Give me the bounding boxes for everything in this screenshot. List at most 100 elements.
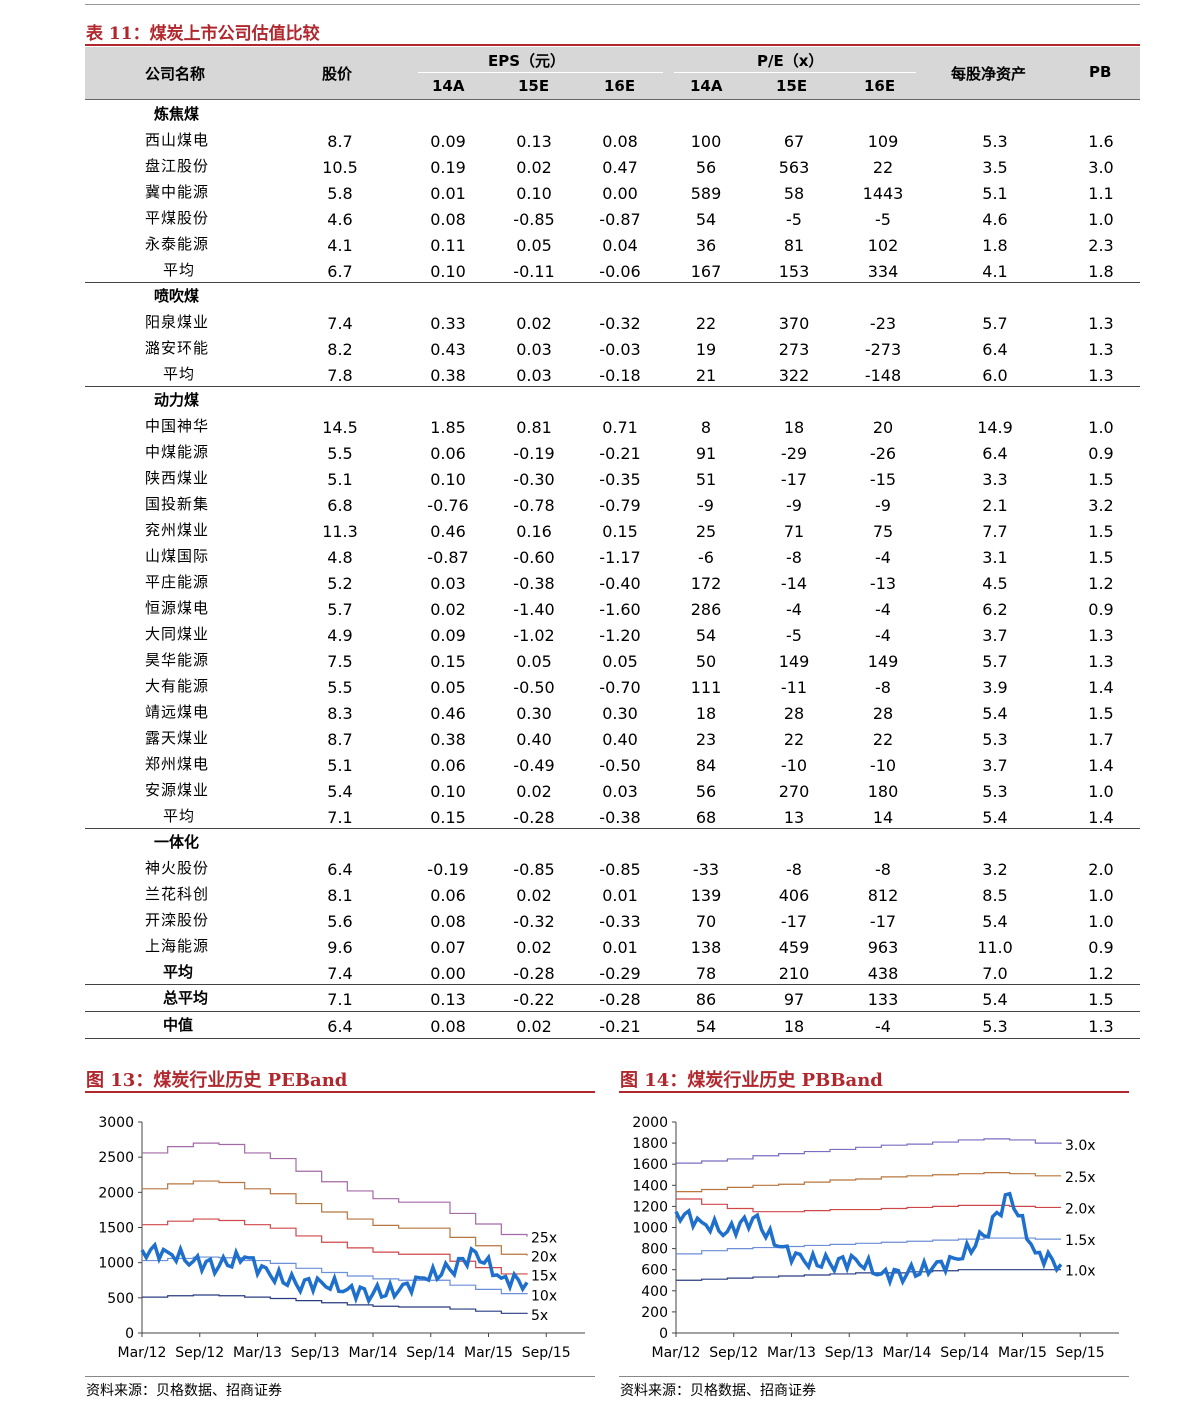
table-cell: 5.1: [327, 756, 353, 775]
table-cell: -0.19: [513, 444, 555, 463]
row-name: 开滦股份: [145, 911, 210, 929]
row-name: 陕西煤业: [145, 469, 210, 487]
table-cell: 25: [695, 522, 717, 541]
table-cell: 0.38: [430, 730, 466, 749]
table-cell: 100: [690, 132, 722, 151]
table-cell: -4: [875, 1017, 891, 1036]
table-cell: 5.4: [982, 990, 1008, 1009]
table-cell: 50: [695, 652, 717, 671]
fig13-source: 资料来源：贝格数据、招商证券: [86, 1383, 282, 1399]
group-label: 动力煤: [154, 391, 200, 409]
table-cell: 3.9: [982, 678, 1008, 697]
table-cell: 6.4: [982, 340, 1008, 359]
table-cell: -0.85: [513, 860, 555, 879]
row-name: 阳泉煤业: [145, 313, 210, 331]
table-cell: 0.02: [516, 938, 552, 957]
table-cell: 1.2: [1088, 964, 1114, 983]
table-cell: 18: [695, 704, 717, 723]
table-cell: -0.11: [513, 262, 555, 281]
band-line: [142, 1180, 528, 1256]
table-cell: -0.60: [513, 548, 555, 567]
table-cell: 5.7: [327, 600, 353, 619]
table-cell: 5.2: [327, 574, 353, 593]
group-label: 一体化: [154, 833, 200, 851]
table-cell: 0.10: [430, 262, 466, 281]
table-cell: -0.30: [513, 470, 555, 489]
x-tick-label: Sep/13: [825, 1345, 874, 1361]
x-tick-label: Mar/14: [883, 1345, 932, 1361]
table-cell: -0.79: [599, 496, 641, 515]
table-cell: 0.19: [430, 158, 466, 177]
table-cell: 4.1: [982, 262, 1008, 281]
table-cell: 7.0: [982, 964, 1008, 983]
table-cell: 6.4: [327, 860, 353, 879]
x-tick-label: Sep/12: [709, 1345, 758, 1361]
table-cell: 3.7: [982, 626, 1008, 645]
table-cell: -17: [780, 912, 808, 931]
table-cell: 5.3: [982, 1017, 1008, 1036]
table-cell: 149: [867, 652, 899, 671]
table-cell: 22: [783, 730, 805, 749]
table-cell: 3.1: [982, 548, 1008, 567]
band-line: [142, 1218, 528, 1275]
table-cell: 67: [783, 132, 805, 151]
table-cell: 0.15: [430, 808, 466, 827]
table-cell: 5.3: [982, 730, 1008, 749]
table-cell: 0.07: [430, 938, 466, 957]
table-cell: -0.85: [599, 860, 641, 879]
table-cell: 1.5: [1088, 522, 1114, 541]
band-label: 2.0x: [1065, 1201, 1096, 1217]
table-cell: -1.17: [599, 548, 641, 567]
table-cell: 0.05: [602, 652, 638, 671]
table-cell: 1.3: [1088, 340, 1114, 359]
table-cell: 1.5: [1088, 704, 1114, 723]
table-cell: -8: [875, 860, 891, 879]
table-cell: 81: [783, 236, 805, 255]
table-cell: 28: [783, 704, 805, 723]
table-cell: 109: [867, 132, 899, 151]
x-tick-label: Mar/15: [998, 1345, 1047, 1361]
row-name: 山煤国际: [145, 547, 210, 565]
table-cell: 14.5: [322, 418, 358, 437]
band-line: [676, 1237, 1061, 1255]
band-line: [142, 1256, 528, 1295]
table-cell: 36: [695, 236, 717, 255]
table-cell: 8.7: [327, 132, 353, 151]
table-cell: 1.3: [1088, 652, 1114, 671]
table-cell: 273: [778, 340, 810, 359]
table-cell: 8.2: [327, 340, 353, 359]
header-pb: PB: [1089, 63, 1112, 81]
eps-header-rule: [418, 72, 663, 73]
table-cell: 0.47: [602, 158, 638, 177]
table-cell: 7.1: [327, 808, 353, 827]
header-pe: P/E（x）: [757, 52, 824, 70]
table-cell: 102: [867, 236, 899, 255]
y-tick-label: 0: [659, 1326, 668, 1342]
table-cell: 589: [690, 184, 722, 203]
table-cell: 3.7: [982, 756, 1008, 775]
table-header-bottom-rule: [85, 99, 1140, 100]
header-pe-16e: 16E: [864, 77, 896, 95]
pe-header-rule: [674, 72, 916, 73]
table-cell: 406: [778, 886, 810, 905]
table-cell: 0.02: [516, 782, 552, 801]
y-tick-label: 2000: [632, 1115, 668, 1131]
fig13-title: 图 13：煤炭行业历史 PEBand: [86, 1070, 348, 1091]
table-cell: 5.1: [327, 470, 353, 489]
table-cell: 0.30: [516, 704, 552, 723]
y-tick-label: 2000: [98, 1185, 134, 1201]
table-cell: 8.1: [327, 886, 353, 905]
table-cell: 91: [695, 444, 717, 463]
x-tick-label: Sep/13: [291, 1345, 340, 1361]
row-name: 潞安环能: [145, 339, 210, 357]
table-cell: -0.28: [513, 808, 555, 827]
table-cell: 2.3: [1088, 236, 1114, 255]
table-cell: 0.01: [430, 184, 466, 203]
table-cell: 6.0: [982, 366, 1008, 385]
table-cell: 270: [778, 782, 810, 801]
y-tick-label: 0: [125, 1326, 134, 1342]
table-cell: 4.9: [327, 626, 353, 645]
table-cell: 0.03: [430, 574, 466, 593]
table-cell: -0.40: [599, 574, 641, 593]
table-cell: -13: [869, 574, 897, 593]
